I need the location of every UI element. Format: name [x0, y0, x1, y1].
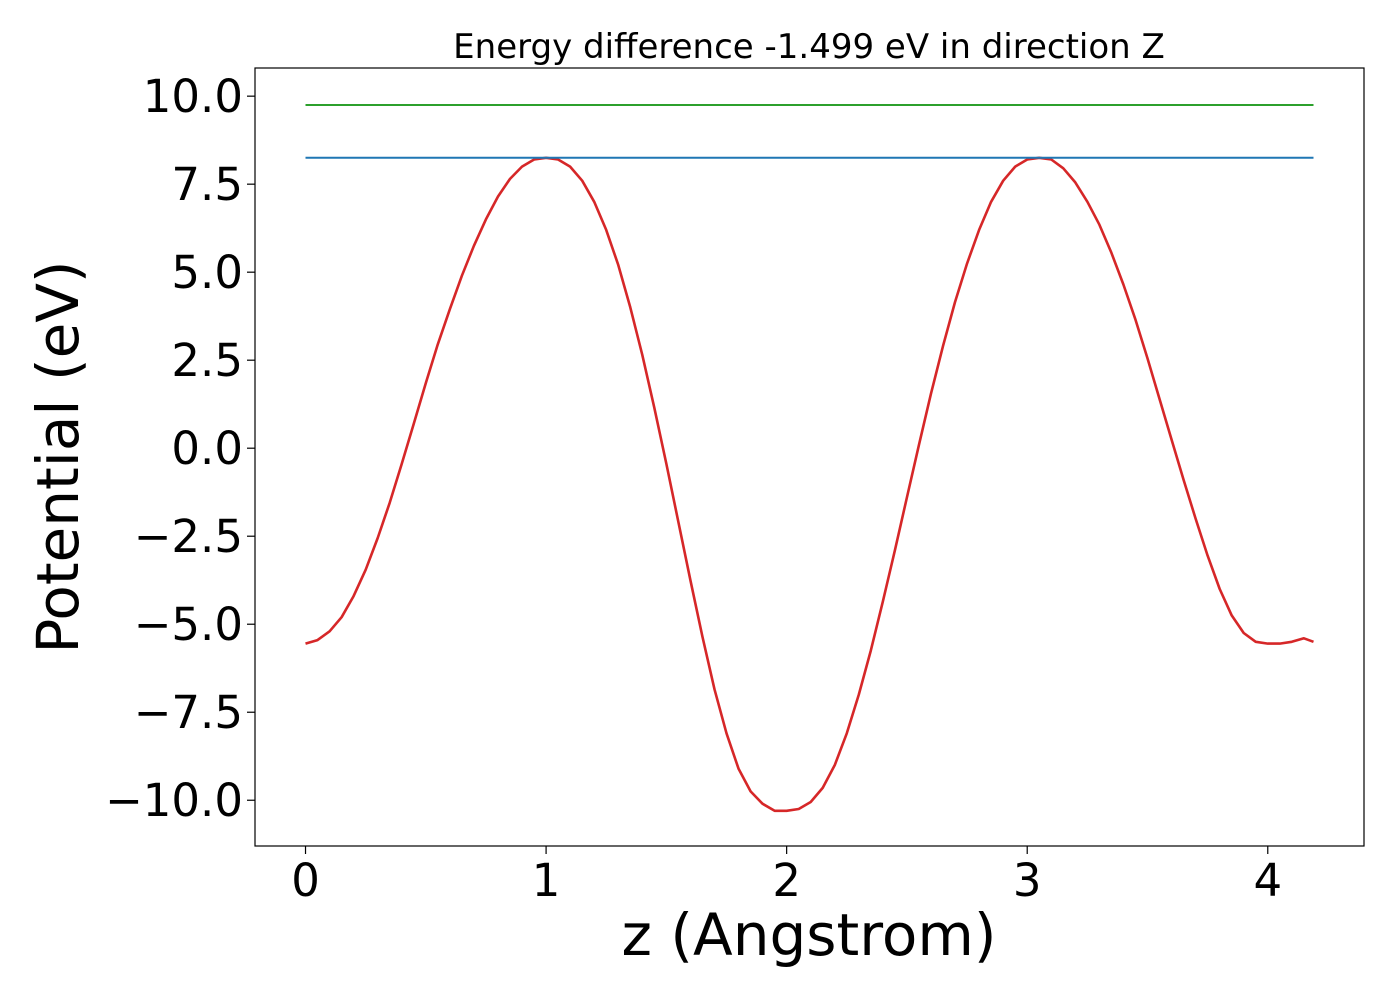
y-tick-label: 0.0 — [171, 422, 243, 475]
series-line-1 — [305, 156, 1314, 813]
y-tick-label: 5.0 — [171, 246, 243, 299]
x-tick-label: 1 — [532, 854, 561, 907]
y-tick-label: −2.5 — [134, 510, 243, 563]
x-axis-label: z (Angstrom) — [622, 901, 997, 969]
y-tick-label: −10.0 — [105, 774, 243, 827]
x-tick-label: 4 — [1253, 854, 1282, 907]
y-tick-label: 2.5 — [171, 334, 243, 387]
x-tick-label: 0 — [291, 854, 320, 907]
y-tick-label: −7.5 — [134, 686, 243, 739]
plot-area: 0 1 2 3 4 10.0 7.5 5.0 2.5 0.0 −2.5 −5.0 −7.5 −10.0 — [105, 67, 1365, 907]
y-axis-label: Potential (eV) — [24, 260, 92, 653]
plot-frame — [254, 67, 1365, 847]
x-tick-label: 3 — [1013, 854, 1042, 907]
chart-title: Energy difference -1.499 eV in direction… — [453, 27, 1165, 67]
y-tick-label: 7.5 — [171, 158, 243, 211]
x-tick-label: 2 — [772, 854, 801, 907]
y-tick-label: 10.0 — [143, 70, 243, 123]
y-tick-label: −5.0 — [134, 598, 243, 651]
